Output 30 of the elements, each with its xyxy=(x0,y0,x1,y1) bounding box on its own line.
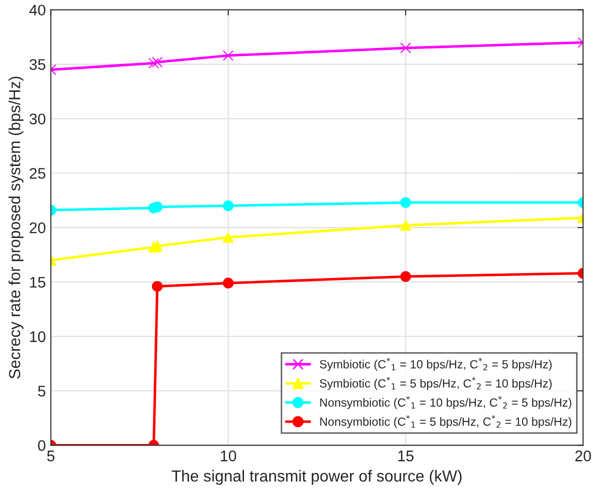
y-tick-label: 20 xyxy=(30,222,46,234)
x-axis-title: The signal transmit power of source (kW) xyxy=(172,470,462,485)
point xyxy=(152,56,163,68)
point xyxy=(148,58,160,69)
x-tick-label: 15 xyxy=(398,450,414,462)
y-tick-label: 40 xyxy=(29,4,46,16)
y-tick-label: 25 xyxy=(30,168,46,179)
point xyxy=(400,271,412,282)
point xyxy=(152,280,163,292)
point xyxy=(400,197,412,208)
legend-label: Nonsymbiotic (C$^{*}$$_{1}$ = 5 bps/Hz, C$^{*}$$_{2}$ = 10 bps/Hz) xyxy=(320,415,572,428)
y-tick-label: 10 xyxy=(30,331,46,342)
y-tick-label: 5 xyxy=(38,386,46,397)
point xyxy=(400,220,412,231)
y-tick-label: 30 xyxy=(30,114,46,124)
legend-label: Symbiotic (C$^{*}$$_{1}$ = 10 bps/Hz, C$^{*}$$_{2}$ = 5 bps/Hz) xyxy=(320,358,552,371)
y-tick-label: 35 xyxy=(30,59,46,70)
y-tick-label: 15 xyxy=(30,277,46,288)
x-tick-label: 5 xyxy=(47,450,54,462)
point xyxy=(400,42,412,54)
point xyxy=(222,200,234,212)
x-tick-label: 10 xyxy=(220,450,236,462)
point xyxy=(222,232,234,243)
y-tick-label: 0 xyxy=(38,440,46,451)
point xyxy=(222,50,234,61)
x-tick-label: 20 xyxy=(575,450,591,462)
y-axis-title: Secrecy rate for proposed system (bps/Hz) xyxy=(8,76,24,379)
legend-label: Nonsymbiotic (C$^{*}$$_{1}$ = 10 bps/Hz, C$^{*}$$_{2}$ = 5 bps/Hz) xyxy=(320,396,572,410)
point xyxy=(222,278,234,288)
legend-label: Symbiotic (C$^{*}$$_{1}$ = 5 bps/Hz, C$^{*}$$_{2}$ = 10 bps/Hz) xyxy=(320,376,552,390)
